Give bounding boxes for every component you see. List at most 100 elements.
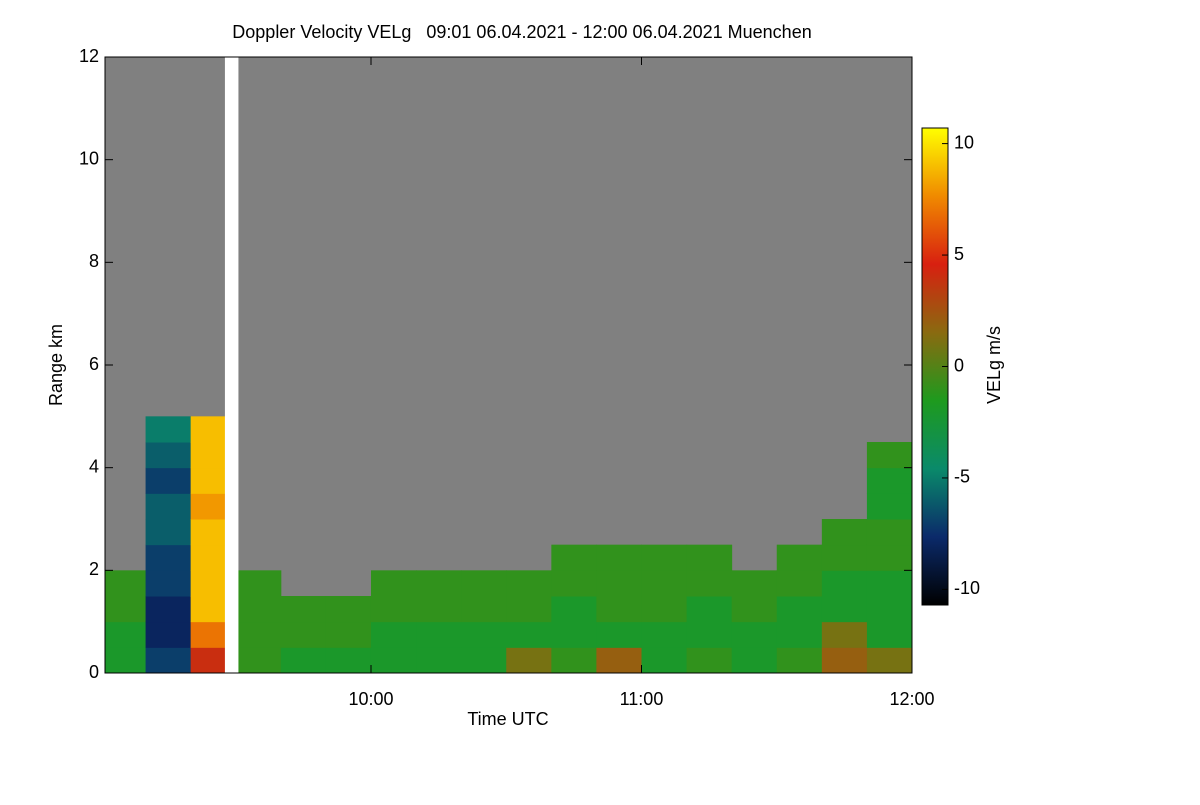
heatmap-cell (145, 442, 192, 469)
heatmap-cell (821, 596, 868, 623)
heatmap-cell (641, 544, 688, 571)
heatmap-cell (641, 596, 688, 623)
heatmap-cell (641, 621, 688, 648)
heatmap-cell (235, 621, 282, 648)
y-tick-label: 2 (89, 559, 99, 579)
heatmap-cell (596, 647, 642, 674)
heatmap-cell (280, 621, 327, 648)
heatmap-cell (105, 596, 147, 623)
heatmap-cell (821, 570, 868, 597)
heatmap-cell (506, 596, 552, 623)
heatmap-cell (506, 570, 552, 597)
heatmap-cell (776, 544, 823, 571)
heatmap-cell (325, 647, 372, 674)
heatmap-cell (416, 570, 462, 597)
heatmap-cell (145, 493, 192, 520)
heatmap-cell (821, 621, 868, 648)
y-tick-label: 10 (79, 148, 99, 168)
x-tick-label: 12:00 (889, 689, 934, 709)
heatmap-cell (145, 467, 192, 494)
heatmap-cell (821, 544, 868, 571)
heatmap-cell (145, 544, 192, 571)
y-tick-label: 0 (89, 662, 99, 682)
heatmap-cell (145, 570, 192, 597)
chart-title: Doppler Velocity VELg 09:01 06.04.2021 -… (232, 22, 811, 42)
heatmap-cell (641, 570, 688, 597)
x-tick-label: 10:00 (348, 689, 393, 709)
heatmap-cell (145, 647, 192, 674)
heatmap-cell (145, 519, 192, 546)
y-tick-label: 6 (89, 354, 99, 374)
colorbar-tick-label: 5 (954, 244, 964, 264)
heatmap-cell (325, 621, 372, 648)
heatmap-cell (145, 596, 192, 623)
colorbar-tick-label: 0 (954, 355, 964, 375)
heatmap-cell (641, 647, 688, 674)
heatmap-cell (866, 621, 913, 648)
heatmap-cell (686, 570, 733, 597)
heatmap-cell (866, 596, 913, 623)
heatmap-cell (370, 647, 417, 674)
y-tick-label: 8 (89, 251, 99, 271)
heatmap-cell (416, 647, 462, 674)
heatmap-cell (370, 596, 417, 623)
x-tick-label: 11:00 (620, 689, 664, 709)
heatmap-cell (731, 570, 778, 597)
heatmap-cell (866, 442, 913, 469)
heatmap-cell (776, 570, 823, 597)
heatmap-cell (145, 621, 192, 648)
heatmap-cell (686, 596, 733, 623)
heatmap-cell (866, 467, 913, 494)
heatmap-cell (551, 544, 597, 571)
heatmap-cell (596, 596, 642, 623)
x-axis-label: Time UTC (467, 709, 548, 729)
heatmap-cell (235, 647, 282, 674)
heatmap-cell (731, 647, 778, 674)
heatmap-cell (461, 570, 507, 597)
heatmap-cell (776, 596, 823, 623)
heatmap-cell (821, 519, 868, 546)
heatmap-cell (776, 621, 823, 648)
heatmap-cell (866, 570, 913, 597)
colorbar-tick-label: -5 (954, 467, 970, 487)
heatmap-cell (235, 570, 282, 597)
heatmap-cell (416, 596, 462, 623)
heatmap-cell (551, 621, 597, 648)
y-tick-label: 12 (79, 46, 99, 66)
heatmap-cell (105, 570, 147, 597)
heatmap-cell (416, 621, 462, 648)
colorbar-tick-label: 10 (954, 132, 974, 152)
heatmap-cell (280, 647, 327, 674)
colorbar-tick-label: -10 (954, 578, 980, 598)
heatmap-cell (731, 596, 778, 623)
heatmap-cell (280, 596, 327, 623)
heatmap-cell (551, 596, 597, 623)
heatmap-cell (461, 621, 507, 648)
heatmap-cell (866, 544, 913, 571)
heatmap-cell (551, 570, 597, 597)
heatmap-cell (105, 647, 147, 674)
heatmap-cell (461, 596, 507, 623)
heatmap-cell (461, 647, 507, 674)
heatmap-cell (821, 647, 868, 674)
heatmap-cell (686, 544, 733, 571)
heatmap-cell (596, 544, 642, 571)
heatmap-cell (551, 647, 597, 674)
heatmap-cell (145, 416, 192, 443)
y-axis-label: Range km (46, 324, 66, 406)
y-tick-label: 4 (89, 456, 99, 476)
heatmap-cell (686, 647, 733, 674)
heatmap-cell (506, 621, 552, 648)
heatmap-cell (235, 596, 282, 623)
heatmap-cell (776, 647, 823, 674)
heatmap-cell (370, 621, 417, 648)
heatmap-cell (866, 493, 913, 520)
colorbar-label: VELg m/s (984, 326, 1004, 404)
heatmap-cell (866, 519, 913, 546)
heatmap-cell (596, 570, 642, 597)
heatmap-cell (686, 621, 733, 648)
heatmap-cell (370, 570, 417, 597)
heatmap-cell (506, 647, 552, 674)
heatmap-cell (325, 596, 372, 623)
